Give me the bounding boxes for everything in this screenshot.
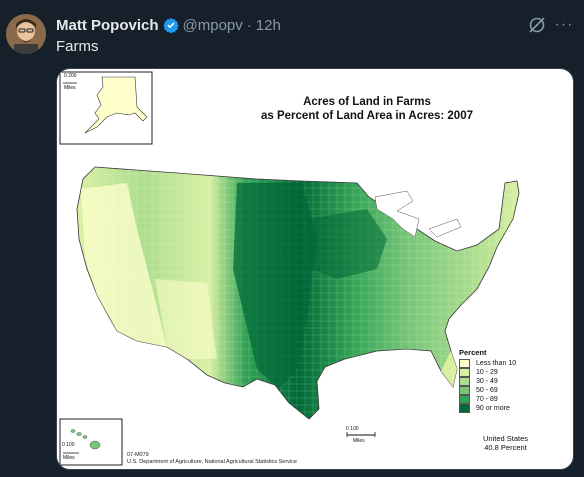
great-lakes bbox=[374, 190, 420, 238]
hawaii-scale-label: 0 100 bbox=[62, 442, 75, 448]
avatar-image bbox=[6, 14, 46, 54]
main-scale-unit: Miles bbox=[353, 438, 365, 444]
legend-item: 50 - 69 bbox=[459, 386, 516, 395]
hawaii-inset-frame bbox=[59, 418, 123, 466]
map-credit: 07-M079 U.S. Department of Agriculture, … bbox=[127, 452, 297, 465]
author-name[interactable]: Matt Popovich bbox=[56, 16, 159, 34]
map-title-line1: Acres of Land in Farms bbox=[303, 96, 431, 108]
legend-label: 70 - 89 bbox=[476, 396, 498, 403]
verified-badge-icon bbox=[162, 18, 179, 33]
farmland-map bbox=[59, 71, 520, 466]
separator-dot: · bbox=[246, 16, 252, 34]
alaska-shape bbox=[84, 76, 148, 134]
legend-swatch bbox=[459, 404, 470, 413]
main-scale-bar bbox=[346, 432, 376, 437]
tweet-text: Farms bbox=[56, 38, 99, 55]
legend-label: 30 - 49 bbox=[476, 378, 498, 385]
tweet-media-image[interactable]: Acres of Land in Farms as Percent of Lan… bbox=[56, 68, 574, 470]
legend-title: Percent bbox=[459, 348, 487, 357]
corn-belt-high-farm-region bbox=[307, 209, 387, 279]
us-total-line2: 40.8 Percent bbox=[484, 443, 527, 452]
legend-swatch bbox=[459, 377, 470, 386]
great-plains-high-farm-region bbox=[233, 183, 317, 389]
map-id: 07-M079 bbox=[127, 452, 149, 458]
western-low-farm-region bbox=[81, 183, 167, 347]
grok-icon[interactable] bbox=[527, 15, 547, 35]
florida-region bbox=[441, 351, 457, 387]
legend-swatch bbox=[459, 395, 470, 404]
us-total-label: United States 40.8 Percent bbox=[483, 434, 528, 452]
legend-swatch bbox=[459, 386, 470, 395]
author-handle[interactable]: @mpopv bbox=[182, 16, 243, 34]
legend-label: 10 - 29 bbox=[476, 369, 498, 376]
map-legend: Percent Less than 10 10 - 29 30 - 49 50 … bbox=[459, 348, 516, 413]
legend-item: 30 - 49 bbox=[459, 377, 516, 386]
southwest-low-farm-region bbox=[155, 279, 217, 359]
legend-item: 90 or more bbox=[459, 404, 516, 413]
hawaii-islands bbox=[70, 429, 101, 450]
map-title-line2: as Percent of Land Area in Acres: 2007 bbox=[261, 110, 473, 122]
legend-item: 10 - 29 bbox=[459, 368, 516, 377]
tweet-header: Matt Popovich @mpopv · 12h bbox=[56, 15, 281, 35]
alaska-scale-label: 0 200 bbox=[64, 73, 77, 79]
us-total-line1: United States bbox=[483, 434, 529, 443]
main-scale-label: 0 100 bbox=[346, 426, 359, 432]
avatar[interactable] bbox=[6, 14, 46, 54]
more-options-icon[interactable]: ··· bbox=[554, 16, 574, 33]
legend-label: Less than 10 bbox=[476, 360, 517, 367]
map-title: Acres of Land in Farms as Percent of Lan… bbox=[247, 95, 487, 123]
tweet-timestamp[interactable]: 12h bbox=[255, 16, 281, 34]
alaska-scale-unit: Miles bbox=[64, 85, 76, 91]
hawaii-scale-unit: Miles bbox=[63, 455, 75, 461]
legend-label: 90 or more bbox=[476, 405, 510, 412]
legend-swatch bbox=[459, 359, 470, 368]
legend-label: 50 - 69 bbox=[476, 387, 498, 394]
legend-item: 70 - 89 bbox=[459, 395, 516, 404]
legend-swatch bbox=[459, 368, 470, 377]
map-source: U.S. Department of Agriculture, National… bbox=[127, 458, 297, 465]
legend-item: Less than 10 bbox=[459, 359, 516, 368]
